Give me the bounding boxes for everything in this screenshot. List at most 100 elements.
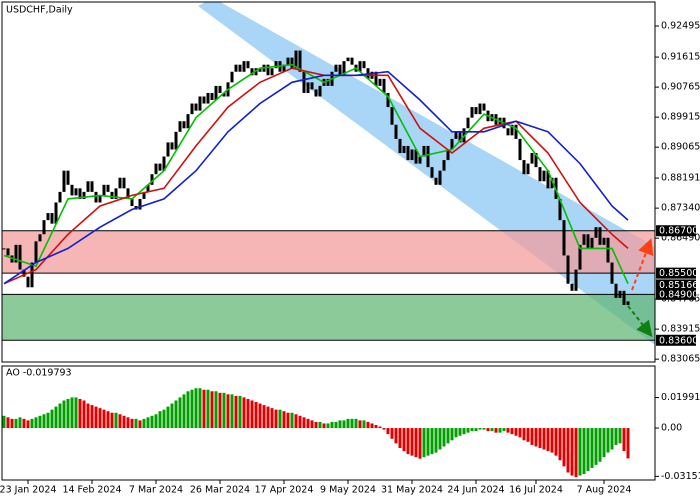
ao-bar: [114, 412, 118, 429]
candle: [610, 262, 614, 284]
candle: [518, 138, 522, 161]
candle: [546, 170, 550, 189]
ao-bar: [178, 397, 182, 429]
y-tick-label: 0.83915: [661, 324, 700, 335]
ao-bar: [306, 418, 310, 429]
candle: [334, 64, 338, 72]
ao-bar: [454, 428, 458, 438]
zone: [2, 294, 655, 341]
candle: [386, 92, 390, 108]
candle: [286, 57, 290, 65]
ao-bar: [186, 391, 190, 429]
ao-bar: [438, 428, 442, 450]
zone: [2, 230, 655, 274]
candle: [62, 170, 66, 192]
ao-bar: [350, 418, 354, 429]
candle: [562, 220, 566, 256]
candle: [558, 198, 562, 221]
candle: [422, 145, 426, 157]
ao-bar: [46, 412, 50, 429]
ao-bar: [254, 402, 258, 429]
candle: [210, 92, 214, 101]
ao-bar: [310, 420, 314, 429]
candle: [622, 290, 626, 305]
y-tick-label: 0.83065: [661, 354, 700, 365]
ao-bar: [282, 411, 286, 429]
ao-bar: [354, 418, 358, 429]
candle: [302, 71, 306, 93]
candle: [34, 241, 38, 263]
ao-bar: [138, 420, 142, 429]
candle: [582, 234, 586, 245]
candle: [394, 124, 398, 139]
price-tag-box: [656, 267, 696, 279]
candle: [122, 177, 126, 189]
candle: [206, 92, 210, 104]
ao-bar: [406, 428, 410, 455]
ao-bar: [26, 420, 30, 429]
ao-bar: [426, 428, 430, 456]
candle: [146, 184, 150, 192]
candle: [54, 202, 58, 224]
ao-bar: [174, 400, 178, 429]
y-tick-label: 0.01991: [661, 392, 700, 403]
ao-bar: [614, 428, 618, 445]
y-tick-label: 0.86490: [661, 233, 700, 244]
ao-bar: [30, 418, 34, 429]
candle: [70, 184, 74, 196]
ao-bar: [266, 406, 270, 429]
candle: [614, 283, 618, 298]
candle: [218, 85, 222, 93]
candle: [154, 163, 158, 175]
candle: [350, 57, 354, 65]
ao-bar: [2, 415, 6, 429]
candle: [618, 290, 622, 298]
ao-bar: [378, 426, 382, 429]
candle: [306, 82, 310, 93]
ao-bar: [262, 405, 266, 429]
candle: [574, 269, 578, 291]
candle: [514, 124, 518, 139]
candle: [38, 234, 42, 242]
x-tick-label: 7 Mar 2024: [129, 485, 183, 496]
ao-bar: [442, 428, 446, 447]
ao-bar: [298, 415, 302, 429]
ao-bar: [234, 395, 238, 429]
ao-bar: [430, 428, 434, 455]
ao-bar: [222, 392, 226, 429]
y-tick-label: 0.88191: [661, 173, 700, 184]
ao-bar: [358, 420, 362, 429]
ao-bar: [342, 420, 346, 429]
down-arrow: [627, 305, 653, 338]
candle: [190, 103, 194, 115]
candle: [42, 220, 46, 235]
ao-bar: [190, 389, 194, 429]
ao-bar: [82, 400, 86, 429]
up-arrow: [631, 238, 654, 291]
ao-bar: [414, 428, 418, 458]
ao-bar: [594, 428, 598, 465]
ao-bar: [170, 403, 174, 429]
ao-bar: [78, 398, 82, 429]
candle: [398, 138, 402, 154]
candle: [266, 64, 270, 76]
y-tick-label: 0.87340: [661, 203, 700, 214]
ao-bar: [326, 423, 330, 429]
candle: [158, 163, 162, 171]
candle: [150, 174, 154, 185]
ao-bar: [530, 428, 534, 445]
candle: [194, 103, 198, 111]
candle: [446, 149, 450, 161]
ao-bar: [238, 395, 242, 429]
candle: [110, 191, 114, 199]
ao-bar: [586, 428, 590, 471]
candle: [138, 198, 142, 210]
ao-bar: [270, 408, 274, 429]
ao-bar: [626, 428, 630, 459]
candle: [118, 177, 122, 189]
ao-bar: [202, 389, 206, 429]
ao-bar: [370, 423, 374, 429]
axes: 0.92495 0.91615 0.90765 0.89915 0.89065 0.881…: [0, 20, 700, 495]
ao-bar: [502, 428, 506, 432]
